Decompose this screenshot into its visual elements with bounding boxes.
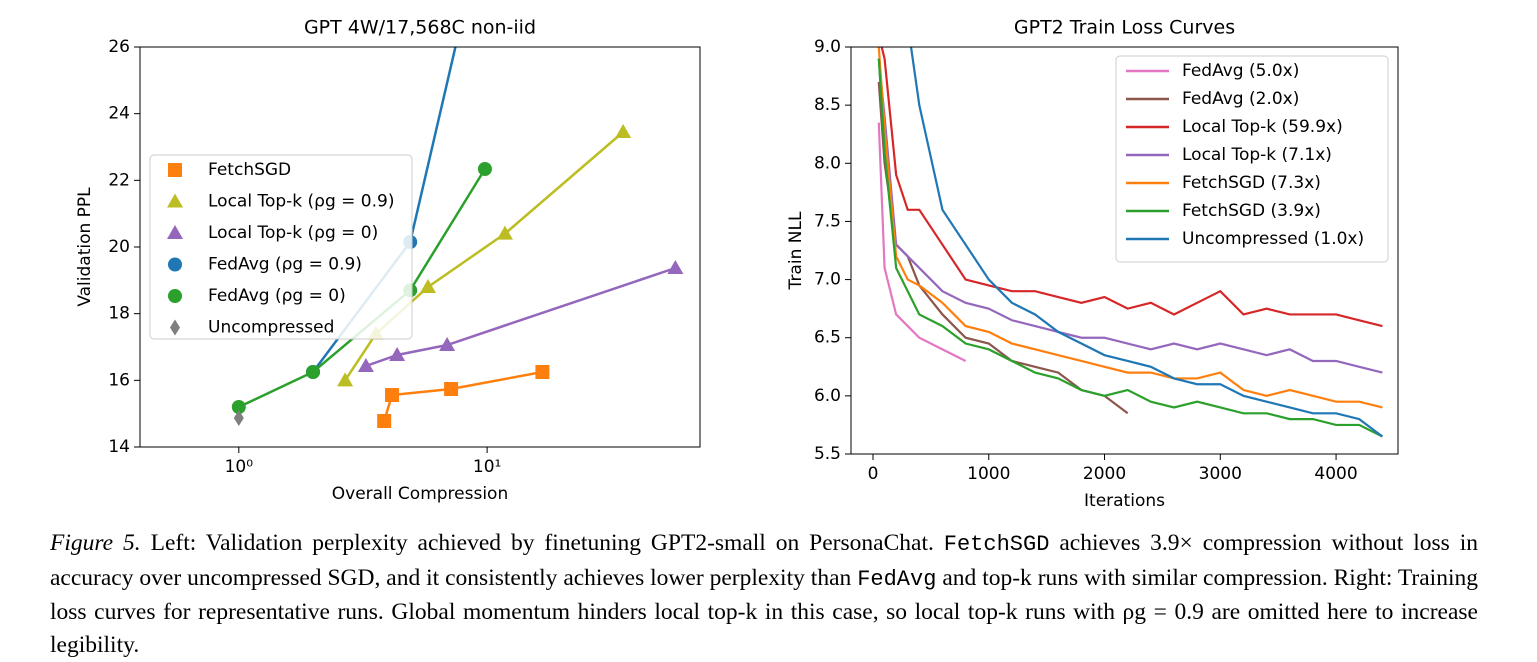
- y-tick-label: 9.0: [814, 37, 841, 57]
- caption: Figure 5. Left: Validation perplexity ac…: [50, 527, 1478, 661]
- series-line: [877, 47, 1383, 409]
- caption-code: FetchSGD: [943, 532, 1050, 557]
- x-tick-label: 10⁰: [225, 457, 254, 477]
- series-line: [365, 266, 676, 368]
- x-tick-label: 0: [868, 464, 879, 484]
- caption-label: Figure 5.: [50, 530, 141, 556]
- y-tick-label: 22: [108, 170, 130, 190]
- plot-frame: [139, 46, 701, 448]
- series-line: [382, 370, 543, 422]
- marker: [167, 193, 183, 208]
- marker: [477, 162, 492, 176]
- marker: [168, 289, 182, 303]
- caption-text: and top-k runs with similar compression.…: [50, 564, 1478, 658]
- legend-label: Local Top-k (ρg = 0.9): [208, 192, 394, 212]
- marker: [420, 279, 437, 293]
- legend-label: Uncompressed: [208, 318, 334, 338]
- chart-title: GPT 4W/17,568C non-iid: [304, 17, 536, 39]
- caption-code: FedAvg: [857, 566, 937, 592]
- marker: [306, 365, 321, 379]
- x-tick-label: 3000: [1199, 464, 1242, 484]
- series-line: [880, 47, 1383, 328]
- marker: [357, 358, 374, 372]
- marker: [233, 410, 244, 426]
- y-tick-label: 6.0: [814, 386, 841, 406]
- legend-box: [1115, 55, 1389, 263]
- y-axis-label: Train NLL: [786, 211, 806, 290]
- y-tick-label: 16: [108, 370, 130, 390]
- y-tick-label: 26: [108, 37, 130, 57]
- caption-text: achieves 3.9× compression without loss i…: [50, 530, 1478, 591]
- series-line: [909, 47, 1384, 438]
- legend-box: [149, 154, 413, 340]
- legend-label: Local Top-k (59.9x): [1182, 117, 1343, 137]
- y-tick-label: 8.5: [814, 95, 841, 115]
- y-axis-label: Validation PPL: [75, 187, 95, 307]
- y-tick-label: 8.0: [814, 153, 841, 173]
- series-line: [877, 122, 967, 362]
- caption-text: Left: Validation perplexity achieved by …: [140, 530, 944, 556]
- y-tick-label: 7.5: [814, 211, 841, 231]
- x-tick-label: 2000: [1083, 464, 1126, 484]
- x-axis-label: Overall Compression: [332, 484, 508, 504]
- marker: [167, 225, 183, 239]
- marker: [168, 257, 182, 272]
- legend-label: FedAvg (5.0x): [1182, 61, 1299, 81]
- marker: [535, 365, 550, 379]
- marker: [615, 124, 632, 138]
- y-tick-label: 7.0: [814, 270, 841, 290]
- marker: [496, 225, 513, 240]
- legend-label: FetchSGD: [208, 160, 291, 180]
- legend-label: Local Top-k (7.1x): [1182, 145, 1332, 165]
- marker: [667, 260, 684, 274]
- legend-label: Uncompressed (1.0x): [1182, 229, 1364, 249]
- marker: [170, 319, 180, 336]
- series-line: [877, 58, 1383, 374]
- y-tick-label: 24: [108, 104, 130, 124]
- y-tick-label: 18: [108, 304, 130, 324]
- legend-label: FedAvg (ρg = 0): [208, 286, 346, 306]
- marker: [377, 414, 392, 428]
- x-tick-label: 1000: [967, 464, 1010, 484]
- series-line: [877, 58, 1383, 438]
- plot-frame: [850, 46, 1399, 455]
- chart-title: GPT2 Train Loss Curves: [1014, 17, 1235, 39]
- marker: [337, 372, 354, 387]
- legend-label: FedAvg (ρg = 0.9): [208, 255, 362, 275]
- legend-label: FetchSGD (3.9x): [1182, 201, 1321, 221]
- plot-area: [877, 47, 1384, 438]
- marker: [231, 400, 246, 414]
- y-tick-label: 5.5: [814, 444, 841, 464]
- legend-label: Local Top-k (ρg = 0): [208, 223, 378, 243]
- marker: [439, 337, 456, 351]
- figure: GPT 4W/17,568C non-iid Overall Compressio…: [75, 17, 1399, 511]
- marker: [168, 163, 182, 177]
- marker: [444, 382, 459, 396]
- x-tick-label: 10¹: [473, 457, 501, 477]
- x-tick-label: 4000: [1314, 464, 1357, 484]
- marker: [385, 388, 400, 402]
- x-axis-label: Iterations: [1084, 491, 1165, 511]
- y-tick-label: 14: [108, 437, 130, 457]
- legend-label: FetchSGD (7.3x): [1182, 173, 1321, 193]
- y-tick-label: 20: [108, 237, 130, 257]
- marker: [389, 347, 406, 361]
- y-tick-label: 6.5: [814, 328, 841, 348]
- legend-label: FedAvg (2.0x): [1182, 89, 1299, 109]
